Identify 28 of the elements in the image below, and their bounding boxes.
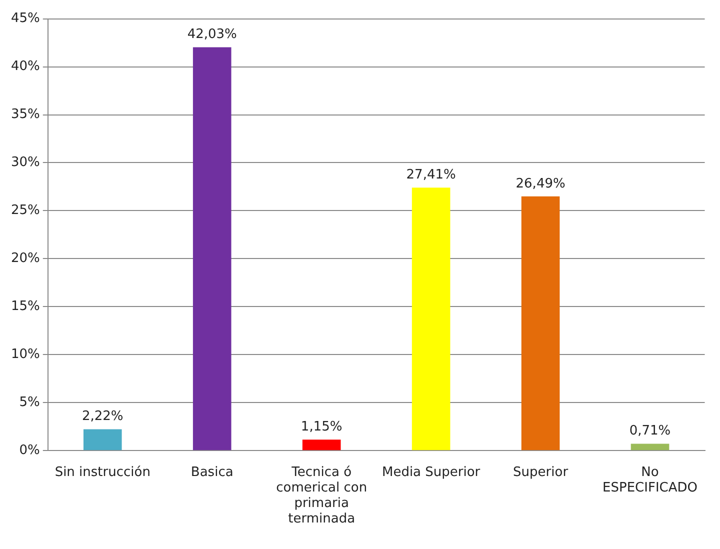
data-label: 0,71% [629,424,671,439]
y-tick-label: 45% [10,11,40,26]
bar [521,196,560,450]
bar [83,429,122,450]
x-tick-label: Tecnica ó comerical con primaria terminada [276,464,368,527]
y-tick-label: 25% [10,203,40,218]
y-tick-label: 0% [19,442,40,458]
data-label: 42,03% [187,27,237,42]
x-tick-label: Sin instrucción [54,464,150,480]
bar [302,440,341,450]
y-tick-label: 5% [19,394,40,410]
y-tick-label: 10% [10,347,40,362]
bar [630,444,670,450]
x-tick-label: No ESPECIFICADO [602,464,698,496]
x-tick-label: Media Superior [382,464,481,480]
x-tick-label: Basica [190,464,234,480]
y-tick-label: 35% [10,107,40,122]
bar [192,47,232,450]
y-tick-label: 20% [10,251,40,266]
y-tick-label: 15% [10,299,40,314]
data-label: 1,15% [300,419,342,434]
y-tick-label: 40% [10,59,40,74]
data-label: 2,22% [82,409,124,424]
data-label: 26,49% [516,176,566,192]
bar [412,188,450,450]
x-tick-label: Superior [513,464,569,480]
y-tick-label: 30% [10,155,40,170]
data-label: 27,41% [406,167,456,182]
